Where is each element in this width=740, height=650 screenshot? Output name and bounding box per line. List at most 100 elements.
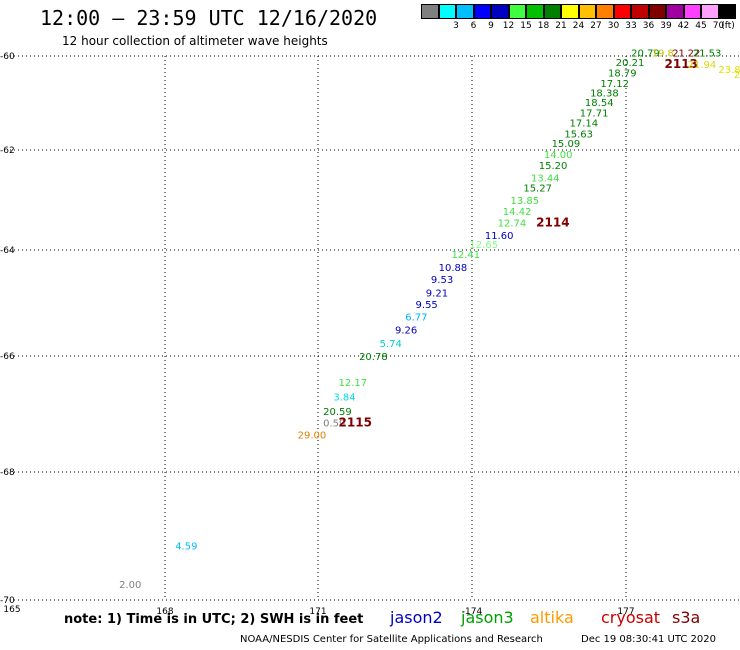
scale-tick-label: 3 xyxy=(453,21,459,31)
wave-height-reading: 18.54 xyxy=(585,98,614,109)
wave-height-reading: 21.94 xyxy=(688,60,717,71)
scale-tick-label: 15 xyxy=(520,21,532,31)
scale-swatch xyxy=(473,4,491,19)
latitude-label: -68 xyxy=(0,468,15,478)
generated-timestamp: Dec 19 08:30:41 UTC 2020 xyxy=(581,634,716,645)
lat-lon-grid xyxy=(10,55,740,601)
wave-height-reading: 17.71 xyxy=(580,108,609,119)
scale-tick-label: 24 xyxy=(572,21,585,31)
wave-height-reading: 22 xyxy=(688,49,701,60)
wave-height-reading: 21 xyxy=(672,49,685,60)
scale-swatch xyxy=(421,4,439,19)
wave-height-reading: 21.53 xyxy=(693,49,722,60)
scale-unit-label: (ft) xyxy=(721,21,735,31)
wave-height-reading: 13.44 xyxy=(531,174,560,185)
wave-height-reading: 13.85 xyxy=(511,196,540,207)
scale-swatch xyxy=(578,4,596,19)
wave-height-reading: 17.14 xyxy=(570,119,599,130)
wave-height-reading: 12.65 xyxy=(469,240,498,251)
wave-height-reading: 15.20 xyxy=(539,161,568,172)
scale-tick-label: 36 xyxy=(642,21,655,31)
wave-height-reading: 15.09 xyxy=(552,139,581,150)
wave-height-reading: 9.55 xyxy=(416,300,438,311)
latitude-label: -70 xyxy=(0,596,15,606)
scale-swatch xyxy=(648,4,666,19)
scale-tick-label: 30 xyxy=(607,21,620,31)
legend-item-cryosat: cryosat xyxy=(601,608,661,627)
scale-swatch xyxy=(666,4,684,19)
legend-item-s3a: s3a xyxy=(672,608,701,627)
color-scale-bar xyxy=(421,4,736,19)
wave-height-reading: 29.00 xyxy=(298,430,327,441)
scale-swatch xyxy=(631,4,649,19)
scale-tick-label: 18 xyxy=(537,21,550,31)
scale-tick-label: 21 xyxy=(555,21,567,31)
latitude-label: -66 xyxy=(0,352,15,362)
latitude-label: -64 xyxy=(0,246,15,256)
scale-swatch xyxy=(561,4,579,19)
wave-height-reading: 22.5 xyxy=(734,70,740,81)
scale-swatch xyxy=(683,4,701,19)
scale-tick-label: 9 xyxy=(488,21,494,31)
wave-height-reading: 3.84 xyxy=(333,393,355,404)
scale-swatch xyxy=(438,4,456,19)
wave-height-reading: 12.74 xyxy=(498,219,527,230)
scale-swatch xyxy=(543,4,561,19)
map-subtitle: 12 hour collection of altimeter wave hei… xyxy=(62,34,328,48)
longitude-label: 168 xyxy=(156,607,173,617)
legend-item-jason3: jason3 xyxy=(461,608,514,627)
latitude-label: -60 xyxy=(0,52,15,62)
scale-swatch xyxy=(456,4,474,19)
wave-height-reading: 9.53 xyxy=(431,275,453,286)
wave-height-reading: 15.27 xyxy=(523,184,552,195)
wave-height-reading: 9.26 xyxy=(395,326,417,337)
scale-swatch xyxy=(526,4,544,19)
wave-height-reading: 2.00 xyxy=(119,580,141,591)
wave-height-reading: 15.63 xyxy=(564,130,593,141)
longitude-label: 177 xyxy=(617,607,634,617)
scale-tick-label: 39 xyxy=(660,21,672,31)
credit-line: NOAA/NESDIS Center for Satellite Applica… xyxy=(240,634,543,645)
wave-height-reading: 23.8 xyxy=(718,65,740,76)
pass-id-label: 2115 xyxy=(339,416,372,430)
wave-height-reading: 9.21 xyxy=(426,288,448,299)
scale-swatch xyxy=(491,4,509,19)
scale-tick-label: 27 xyxy=(590,21,602,31)
scale-swatch xyxy=(613,4,631,19)
wave-height-reading: 20.78 xyxy=(359,352,388,363)
wave-height-reading: 10.88 xyxy=(439,263,468,274)
scale-swatch xyxy=(596,4,614,19)
wave-height-reading: 20.59 xyxy=(323,407,352,418)
color-scale-labels: 3 6 9 12 15 18 21 24 27 30 33 36 39 42 45 70 (ft) xyxy=(421,21,740,33)
wave-height-reading: 0.59 xyxy=(323,419,345,430)
scale-swatch xyxy=(701,4,719,19)
latitude-label: -62 xyxy=(0,146,15,156)
wave-height-reading: 4.59 xyxy=(175,542,197,553)
wave-height-reading: 14.42 xyxy=(503,207,532,218)
wave-height-reading: 12.17 xyxy=(339,378,368,389)
scale-tick-label: 45 xyxy=(695,21,707,31)
wave-height-reading: 20.79 xyxy=(631,49,660,60)
wave-height-reading: 18.79 xyxy=(608,68,637,79)
scale-tick-label: 6 xyxy=(470,21,477,31)
wave-height-reading: 6.77 xyxy=(405,312,427,323)
wave-height-reading: 20.21 xyxy=(616,58,645,69)
pass-id-label: 2113 xyxy=(665,57,698,71)
longitude-label: 171 xyxy=(309,607,326,617)
wave-height-reading: 18.38 xyxy=(590,89,619,100)
wave-height-reading: 19.8 xyxy=(652,49,674,60)
scale-swatch xyxy=(718,4,736,19)
wave-height-reading: 5.74 xyxy=(380,339,402,350)
wave-height-reading: 12.41 xyxy=(451,250,480,261)
map-title: 12:00 – 23:59 UTC 12/16/2020 xyxy=(40,6,378,30)
wave-height-reading: 17.12 xyxy=(600,79,629,90)
legend-item-altika: altika xyxy=(530,608,574,627)
longitude-label: 165 xyxy=(3,605,20,615)
scale-swatch xyxy=(508,4,526,19)
longitude-label: -174 xyxy=(462,607,483,617)
scale-tick-label: 42 xyxy=(677,21,690,31)
